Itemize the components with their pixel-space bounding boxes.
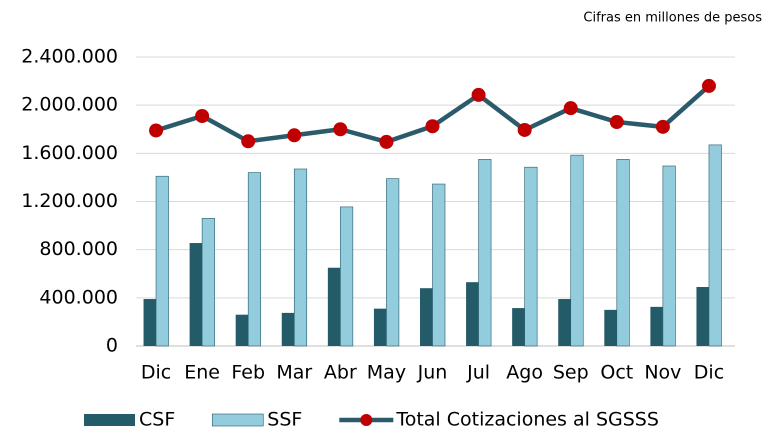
line-marker: [655, 119, 670, 134]
legend-swatch: [211, 413, 264, 427]
bar: [155, 175, 169, 347]
bar: [143, 299, 157, 346]
chart-subtitle: Cifras en millones de pesos: [583, 11, 762, 26]
y-tick-label: 1.200.000: [21, 190, 118, 212]
bar: [708, 144, 722, 347]
line-marker: [609, 115, 624, 130]
bar: [558, 299, 571, 346]
bar: [466, 282, 479, 346]
legend-label: Total Cotizaciones al SGSSS: [395, 409, 659, 428]
line-marker: [333, 122, 348, 137]
bar: [293, 168, 308, 347]
bar: [281, 312, 295, 346]
bar: [373, 308, 387, 346]
x-tick-label: Ago: [506, 362, 543, 384]
bar: [189, 243, 203, 346]
line-marker: [471, 87, 486, 102]
bar: [662, 165, 676, 347]
bar: [327, 267, 341, 346]
x-tick-label: Abr: [324, 362, 357, 384]
line-marker: [517, 122, 532, 137]
legend-swatch: [84, 414, 135, 426]
bar: [420, 288, 433, 346]
x-tick-label: Oct: [600, 362, 633, 384]
y-tick-label: 2.400.000: [21, 46, 118, 68]
x-tick-label: Sep: [553, 362, 589, 384]
line-marker: [149, 123, 164, 138]
x-tick-label: May: [367, 362, 406, 384]
x-tick-label: Dic: [141, 362, 171, 384]
bar: [201, 218, 215, 347]
bar: [650, 306, 663, 346]
bar: [247, 172, 261, 347]
line-marker: [287, 128, 302, 143]
legend-marker: [360, 414, 373, 426]
x-tick-label: Mar: [276, 362, 312, 384]
bar: [386, 178, 400, 347]
x-tick-label: Nov: [644, 362, 681, 384]
x-tick-label: Jun: [417, 362, 448, 384]
line-marker: [563, 101, 578, 116]
legend-label: SSF: [267, 409, 302, 428]
bar: [340, 206, 354, 347]
legend-label: CSF: [139, 409, 175, 428]
bar: [432, 183, 446, 347]
bar: [604, 309, 617, 346]
line-marker: [701, 78, 716, 93]
bar: [478, 159, 492, 347]
y-tick-label: 800.000: [39, 238, 118, 260]
y-tick-label: 400.000: [39, 286, 118, 308]
bar: [570, 154, 584, 347]
line-marker: [241, 134, 256, 149]
y-tick-label: 2.000.000: [21, 94, 118, 116]
bar: [696, 286, 709, 346]
x-tick-label: Ene: [184, 362, 220, 384]
x-tick-label: Feb: [231, 362, 265, 384]
bar: [512, 308, 525, 346]
line: [155, 84, 711, 145]
bar: [524, 166, 538, 347]
y-tick-label: 1.600.000: [21, 142, 118, 164]
line-marker: [379, 134, 394, 149]
y-tick-label: 0: [106, 335, 118, 357]
bar: [616, 159, 630, 347]
x-tick-label: Dic: [694, 362, 724, 384]
line-marker: [195, 109, 210, 124]
x-tick-label: Jul: [466, 362, 490, 384]
line-marker: [425, 119, 440, 134]
bar: [235, 314, 249, 346]
